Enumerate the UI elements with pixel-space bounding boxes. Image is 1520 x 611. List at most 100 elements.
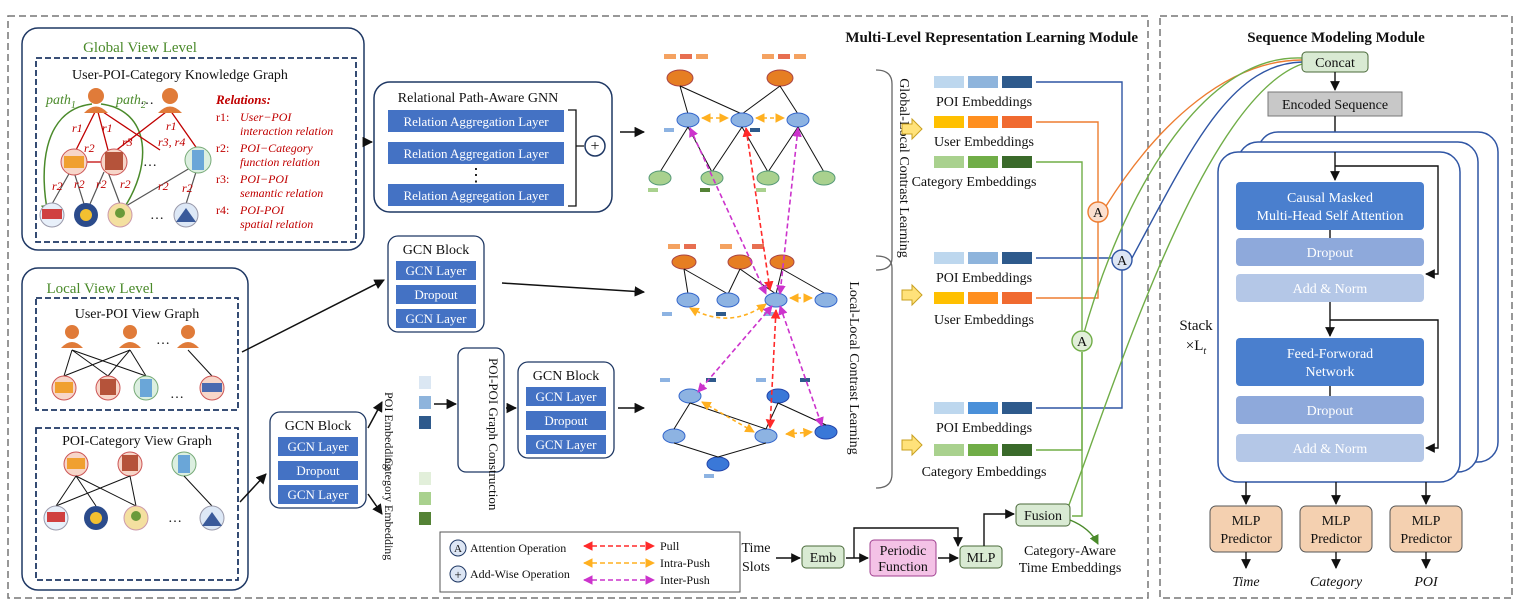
svg-text:A: A xyxy=(454,543,462,555)
svg-text:GCN Block: GCN Block xyxy=(285,419,352,434)
svg-text:r1:: r1: xyxy=(216,110,229,124)
gnn-vdots: ⋮ xyxy=(467,165,485,185)
legend-add-icon xyxy=(449,565,467,583)
global-graph xyxy=(648,54,836,192)
legend-attention-icon xyxy=(449,539,467,557)
gnn-bracket xyxy=(568,109,584,207)
svg-text:r3:: r3: xyxy=(216,172,229,186)
svg-text:GCN Layer: GCN Layer xyxy=(535,389,597,404)
attn-connections xyxy=(1036,57,1303,519)
causal-attention-box xyxy=(1236,182,1424,230)
time-slots-2: Slots xyxy=(742,560,770,575)
dropout-2-box xyxy=(1236,396,1424,424)
poi-emb-ul: POI Embeddings xyxy=(936,271,1032,286)
user-poi-local-graph xyxy=(662,244,838,319)
svg-text:Periodic: Periodic xyxy=(880,544,927,559)
cat-emb-global: Category Embeddings xyxy=(912,175,1037,190)
add-wise-icon xyxy=(584,135,606,157)
encoded-sequence-box xyxy=(1267,91,1403,117)
svg-text:r1: r1 xyxy=(166,119,177,133)
stack-label: Stack xyxy=(1179,318,1213,334)
svg-text:GCN Layer: GCN Layer xyxy=(287,487,349,502)
kg-dots-mid: … xyxy=(143,155,157,170)
poi-cat-graph xyxy=(43,451,225,531)
global-local-label-1: Global-Local Contrast Learning xyxy=(896,78,911,258)
svg-text:GCN Block: GCN Block xyxy=(533,369,600,384)
attention-icon-poi xyxy=(1111,249,1133,271)
svg-text:Dropout: Dropout xyxy=(1307,246,1354,261)
svg-text:Concat: Concat xyxy=(1315,56,1355,71)
svg-text:r3, r4: r3, r4 xyxy=(158,135,185,149)
svg-text:MLP: MLP xyxy=(1322,514,1351,529)
svg-text:spatial relation: spatial relation xyxy=(240,217,313,231)
user-poi-graph xyxy=(51,325,225,401)
svg-text:A: A xyxy=(1077,335,1088,350)
svg-text:Feed-Forworad: Feed-Forworad xyxy=(1287,347,1373,362)
svg-text:Dropout: Dropout xyxy=(544,413,588,428)
attention-icon-user xyxy=(1087,201,1109,223)
svg-text:r1: r1 xyxy=(72,121,83,135)
knowledge-graph xyxy=(39,88,212,228)
svg-text:MLP: MLP xyxy=(1412,514,1441,529)
gcn-block-left xyxy=(269,411,367,509)
attention-icon-category xyxy=(1071,330,1093,352)
legend-inter: Inter-Push xyxy=(660,573,710,587)
legend-addwise: Add-Wise Operation xyxy=(470,567,570,581)
svg-text:MLP: MLP xyxy=(1232,514,1261,529)
svg-text:POI−Category: POI−Category xyxy=(239,141,313,155)
svg-text:GCN Block: GCN Block xyxy=(403,243,470,258)
user-poi-dots-top: … xyxy=(156,333,170,348)
svg-text:A: A xyxy=(1093,206,1104,221)
fusion-box xyxy=(1015,503,1071,527)
seq-module-title: Sequence Modeling Module xyxy=(1247,30,1425,46)
svg-text:Dropout: Dropout xyxy=(1307,404,1354,419)
relations-list: r1: User−POI interaction relation r2: PO… xyxy=(216,110,333,231)
kg-dots-bot: … xyxy=(150,208,164,223)
kg-dots-top: … xyxy=(140,93,154,108)
svg-text:GCN Layer: GCN Layer xyxy=(535,437,597,452)
global-view-title: Global View Level xyxy=(83,40,197,56)
svg-text:function relation: function relation xyxy=(240,155,320,169)
relation-agg-layer-n xyxy=(388,184,564,206)
mlp-time-box xyxy=(959,545,1003,569)
svg-text:r2: r2 xyxy=(74,177,85,191)
dropout-1-box xyxy=(1236,238,1424,266)
periodic-function-box xyxy=(869,539,937,577)
legend-attention: Attention Operation xyxy=(470,541,566,555)
svg-text:POI−POI: POI−POI xyxy=(239,172,289,186)
gcn-block-top xyxy=(387,235,485,333)
global-local-bracket xyxy=(875,69,893,271)
svg-text:Function: Function xyxy=(878,560,928,575)
svg-text:Predictor: Predictor xyxy=(1400,532,1452,547)
add-norm-1-box xyxy=(1236,274,1424,302)
svg-text:semantic relation: semantic relation xyxy=(240,186,323,200)
svg-text:r2: r2 xyxy=(96,177,107,191)
user-emb-global: User Embeddings xyxy=(934,135,1034,150)
local-local-label: Local-Local Contrast Learning xyxy=(846,281,861,454)
cat-aware-line2: Time Embeddings xyxy=(1019,561,1122,576)
svg-text:Causal Masked: Causal Masked xyxy=(1287,191,1373,206)
svg-text:Encoded Sequence: Encoded Sequence xyxy=(1282,98,1388,113)
contrast-arrows xyxy=(689,127,824,429)
poi-emb-global: POI Embeddings xyxy=(936,95,1032,110)
poi-cat-title: POI-Category View Graph xyxy=(62,434,212,449)
kg-title: User-POI-Category Knowledge Graph xyxy=(72,68,288,83)
svg-text:GCN Layer: GCN Layer xyxy=(405,263,467,278)
svg-text:Emb: Emb xyxy=(810,551,836,566)
svg-text:Fusion: Fusion xyxy=(1024,509,1062,524)
path2-label: path2 xyxy=(115,93,146,111)
category-embedding-label: Category Embedding xyxy=(382,458,396,560)
svg-text:+: + xyxy=(454,567,461,582)
relation-agg-layer-2 xyxy=(388,142,564,164)
svg-text:User−POI: User−POI xyxy=(240,110,292,124)
poi-poi-graph-box xyxy=(457,347,505,473)
svg-text:r2:: r2: xyxy=(216,141,229,155)
svg-text:Network: Network xyxy=(1306,365,1355,380)
edge-labels: r1 r1 r3 r1 r3, r4 r2 r2 r2 r2 r2 r2 r2 xyxy=(52,119,193,195)
user-poi-dots-bot: … xyxy=(170,387,184,402)
poi-cat-dots: … xyxy=(168,511,182,526)
svg-text:r4:: r4: xyxy=(216,203,229,217)
svg-text:POI-POI Graph Construction: POI-POI Graph Construction xyxy=(486,358,501,511)
